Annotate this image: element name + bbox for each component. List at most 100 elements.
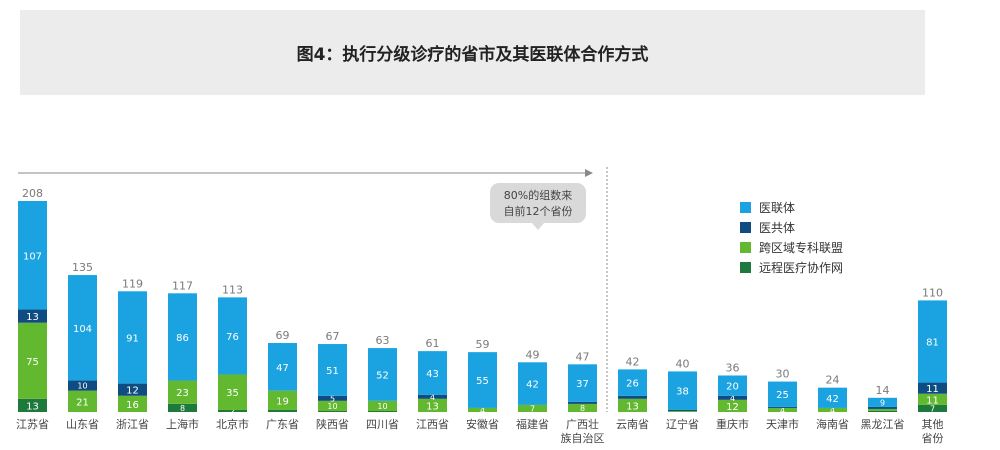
bar-segment: [568, 364, 597, 402]
annotation-pointer: [532, 223, 544, 230]
chart-legend: 医联体 医共体 跨区域专科联盟 远程医疗协作网: [740, 197, 843, 277]
bar-total-label: 42: [626, 355, 640, 368]
bar-total-label: 110: [922, 286, 943, 299]
category-label: 重庆市: [716, 417, 749, 431]
bar-segment: [118, 395, 147, 412]
bar-total-label: 117: [172, 279, 193, 292]
bar-segment-label: 7: [530, 404, 535, 413]
bar-segment-label: 4: [780, 406, 785, 415]
bar-segment-label: 4: [430, 393, 435, 402]
legend-item-yilianti: 医联体: [740, 197, 843, 217]
category-label: 海南省: [816, 417, 849, 431]
bar-segment-label: 4: [830, 406, 835, 415]
bar-segment: [118, 383, 147, 396]
bar-total-label: 40: [676, 357, 690, 370]
bar-segment: [468, 352, 497, 408]
category-label: 族自治区: [561, 431, 605, 445]
bar-segment: [868, 408, 897, 411]
bar-segment: [268, 343, 297, 391]
bar-total-label: 67: [326, 330, 340, 343]
bar-segment-label: 20: [726, 382, 739, 393]
legend-label-yilianti: 医联体: [759, 200, 796, 215]
bar-segment: [518, 362, 547, 405]
bar-segment-label: 16: [126, 400, 139, 411]
bar-segment: [918, 382, 947, 394]
bar-segment-label: 104: [73, 324, 92, 335]
bar-segment: [668, 371, 697, 410]
bar-total-label: 30: [776, 368, 790, 381]
legend-label-zhuanke: 跨区域专科联盟: [759, 240, 844, 255]
bar-segment: [268, 409, 297, 412]
legend-swatch-zhuanke: [740, 241, 751, 253]
bar-total-label: 208: [22, 187, 43, 200]
bar-segment-label: 43: [426, 369, 439, 380]
bar-segment-label: 2: [230, 407, 235, 416]
bar-segment: [318, 410, 347, 412]
bar-segment: [568, 401, 597, 404]
bar-segment: [168, 380, 197, 404]
bar-segment-label: 8: [580, 404, 585, 413]
legend-label-yigongti: 医共体: [759, 220, 796, 235]
bar-segment: [318, 395, 347, 401]
bar-segment-label: 12: [126, 386, 139, 397]
bar-segment: [568, 403, 597, 412]
category-label: 陕西省: [316, 417, 349, 431]
category-label: 安徽省: [466, 417, 499, 431]
bar-segment-label: 13: [626, 401, 639, 412]
bar-segment-label: 76: [226, 332, 239, 343]
bar-total-label: 63: [376, 334, 390, 347]
bar-segment: [68, 390, 97, 412]
category-label: 山东省: [66, 418, 99, 431]
category-label: 黑龙江省: [861, 418, 905, 431]
category-label: 四川省: [366, 418, 399, 431]
bar-segment: [618, 395, 647, 399]
bar-segment-label: 52: [376, 370, 389, 381]
category-label: 上海市: [166, 417, 199, 431]
bar-segment-label: 9: [880, 398, 885, 407]
legend-item-yuancheng: 远程医疗协作网: [740, 257, 843, 277]
bar-segment: [768, 381, 797, 407]
bar-segment: [68, 380, 97, 391]
bar-segment-label: 10: [377, 402, 387, 411]
bar-segment-label: 11: [926, 395, 939, 406]
bar-segment: [618, 369, 647, 396]
bar-segment-label: 26: [626, 379, 639, 390]
bar-segment: [868, 397, 897, 407]
category-label: 江西省: [416, 418, 449, 431]
category-label: 辽宁省: [666, 417, 699, 431]
bar-segment: [68, 275, 97, 381]
bar-segment: [768, 407, 797, 412]
bar-segment-label: 10: [77, 382, 87, 391]
bar-segment: [668, 409, 697, 411]
bar-segment-label: 35: [226, 388, 239, 399]
bar-segment: [468, 407, 497, 412]
legend-label-yuancheng: 远程医疗协作网: [759, 260, 844, 275]
bar-total-label: 47: [576, 350, 590, 363]
bar-total-label: 61: [426, 337, 440, 350]
bar-segment: [418, 394, 447, 399]
category-label: 省份: [922, 432, 944, 445]
bar-total-label: 14: [876, 384, 890, 397]
legend-swatch-yilianti: [740, 201, 751, 213]
annotation-text-line-2: 自前12个省份: [504, 204, 573, 218]
bar-segment: [218, 409, 247, 412]
bar-total-label: 113: [222, 283, 243, 296]
bar-segment-label: 12: [726, 402, 739, 413]
bar-segment: [418, 351, 447, 395]
bar-segment-label: 4: [730, 394, 735, 403]
bar-segment-label: 7: [930, 404, 935, 413]
legend-item-yigongti: 医共体: [740, 217, 843, 237]
bar-segment-label: 21: [76, 397, 89, 408]
bar-segment-label: 107: [23, 251, 42, 262]
bar-segment: [318, 344, 347, 396]
bar-segment: [918, 404, 947, 412]
title-band: 图4：执行分级诊疗的省市及其医联体合作方式: [20, 10, 925, 95]
bar-segment-label: 75: [26, 357, 39, 368]
bar-segment-label: 13: [26, 401, 39, 412]
category-label: 云南省: [616, 418, 649, 431]
bar-segment-label: 81: [926, 337, 939, 348]
bar-segment: [318, 400, 347, 411]
bracket-arrowhead: [585, 169, 593, 177]
annotation-bubble: [490, 183, 586, 223]
